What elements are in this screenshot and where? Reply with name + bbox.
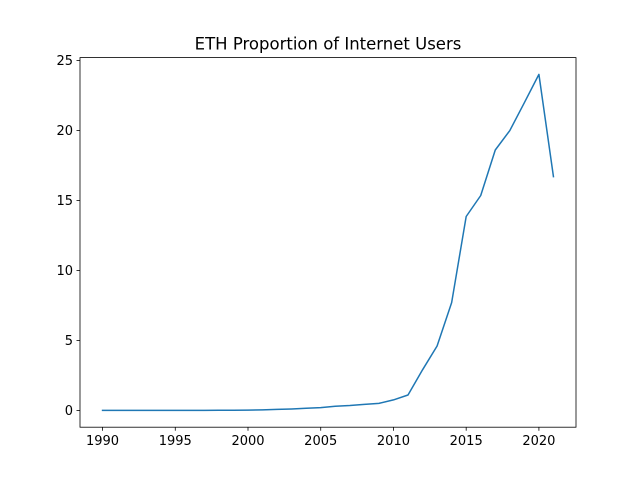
data-point	[320, 407, 322, 409]
y-tick-label: 25	[56, 54, 73, 69]
y-tick-label: 10	[56, 264, 73, 279]
data-point	[204, 410, 206, 412]
data-point	[262, 409, 264, 411]
x-tick-label: 2005	[304, 434, 337, 449]
data-point	[436, 345, 438, 347]
x-tick-label: 1995	[159, 434, 192, 449]
chart-title: ETH Proportion of Internet Users	[195, 35, 462, 54]
data-point	[305, 408, 307, 410]
data-point	[334, 405, 336, 407]
x-tick-label: 2020	[522, 434, 555, 449]
data-point	[509, 130, 511, 132]
data-point	[160, 410, 162, 412]
data-point	[494, 149, 496, 151]
data-point	[538, 74, 540, 76]
plot-frame	[79, 57, 577, 428]
series-layer	[101, 73, 555, 412]
x-tick-label: 1990	[86, 434, 119, 449]
y-tick-label: 0	[65, 404, 73, 419]
data-point	[553, 176, 555, 178]
data-point	[276, 409, 278, 411]
y-tick-label: 20	[56, 124, 73, 139]
x-tick-label: 2010	[377, 434, 410, 449]
data-point	[291, 408, 293, 410]
series-line-0	[101, 73, 555, 412]
x-tick-label: 2015	[450, 434, 483, 449]
data-point	[465, 216, 467, 218]
data-point	[174, 410, 176, 412]
data-point	[364, 404, 366, 406]
data-point	[451, 302, 453, 304]
data-point	[102, 410, 104, 412]
data-point	[116, 410, 118, 412]
data-point	[189, 410, 191, 412]
y-tick-label: 5	[65, 334, 73, 349]
data-point	[145, 410, 147, 412]
data-point	[131, 410, 133, 412]
data-point	[233, 409, 235, 411]
data-point	[422, 369, 424, 371]
x-tick-label: 2000	[231, 434, 264, 449]
data-point	[378, 403, 380, 405]
data-point	[480, 195, 482, 197]
data-point	[349, 405, 351, 407]
data-point	[393, 399, 395, 401]
data-point	[218, 409, 220, 411]
axes-layer: 1990 1995 2000 2005 2010 2015 2020 0 5 10 15 20 25	[56, 54, 577, 449]
data-point	[407, 394, 409, 396]
y-tick-label: 15	[56, 194, 73, 209]
data-point	[524, 102, 526, 104]
data-point	[247, 409, 249, 411]
